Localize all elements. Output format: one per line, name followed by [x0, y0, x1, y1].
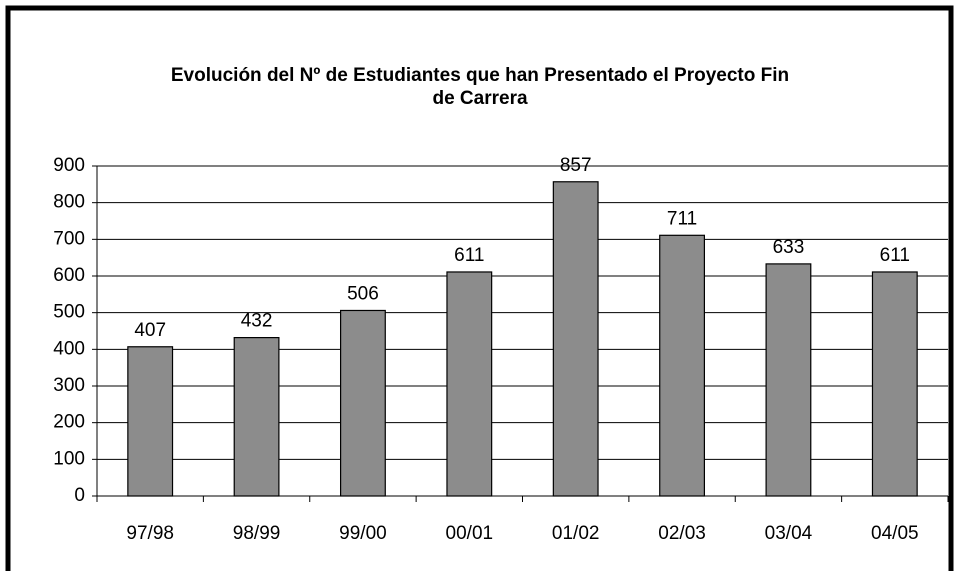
bar	[552, 181, 599, 497]
bar	[765, 263, 812, 497]
data-label: 711	[667, 208, 697, 229]
bar	[127, 346, 174, 497]
data-label: 432	[241, 311, 273, 332]
bar	[659, 234, 706, 497]
y-tick-label: 800	[53, 192, 85, 213]
y-tick-label: 300	[53, 375, 85, 396]
x-tick-label: 97/98	[126, 523, 174, 544]
y-tick-label: 700	[53, 228, 85, 249]
data-label: 857	[560, 155, 592, 176]
bar	[233, 337, 280, 497]
bar	[871, 271, 918, 497]
y-tick-label: 900	[53, 155, 85, 176]
x-tick-label: 01/02	[552, 523, 600, 544]
x-tick-label: 99/00	[339, 523, 387, 544]
data-label: 506	[347, 283, 379, 304]
y-tick-label: 600	[53, 265, 85, 286]
x-tick-label: 04/05	[871, 523, 919, 544]
x-tick-label: 02/03	[658, 523, 706, 544]
data-label: 611	[880, 245, 910, 266]
y-tick-label: 200	[53, 412, 85, 433]
data-label: 407	[134, 320, 166, 341]
x-tick-label: 03/04	[765, 523, 813, 544]
x-tick-label: 00/01	[446, 523, 494, 544]
y-tick-label: 500	[53, 302, 85, 323]
x-tick-label: 98/99	[233, 523, 281, 544]
bar	[446, 271, 493, 497]
y-tick-label: 0	[74, 485, 85, 506]
frame	[5, 5, 954, 571]
chart-title: Evolución del Nº de Estudiantes que han …	[170, 65, 790, 109]
y-tick-label: 400	[53, 338, 85, 359]
data-label: 633	[773, 237, 805, 258]
y-tick-label: 100	[53, 448, 85, 469]
bar	[339, 309, 386, 497]
data-label: 611	[454, 245, 484, 266]
